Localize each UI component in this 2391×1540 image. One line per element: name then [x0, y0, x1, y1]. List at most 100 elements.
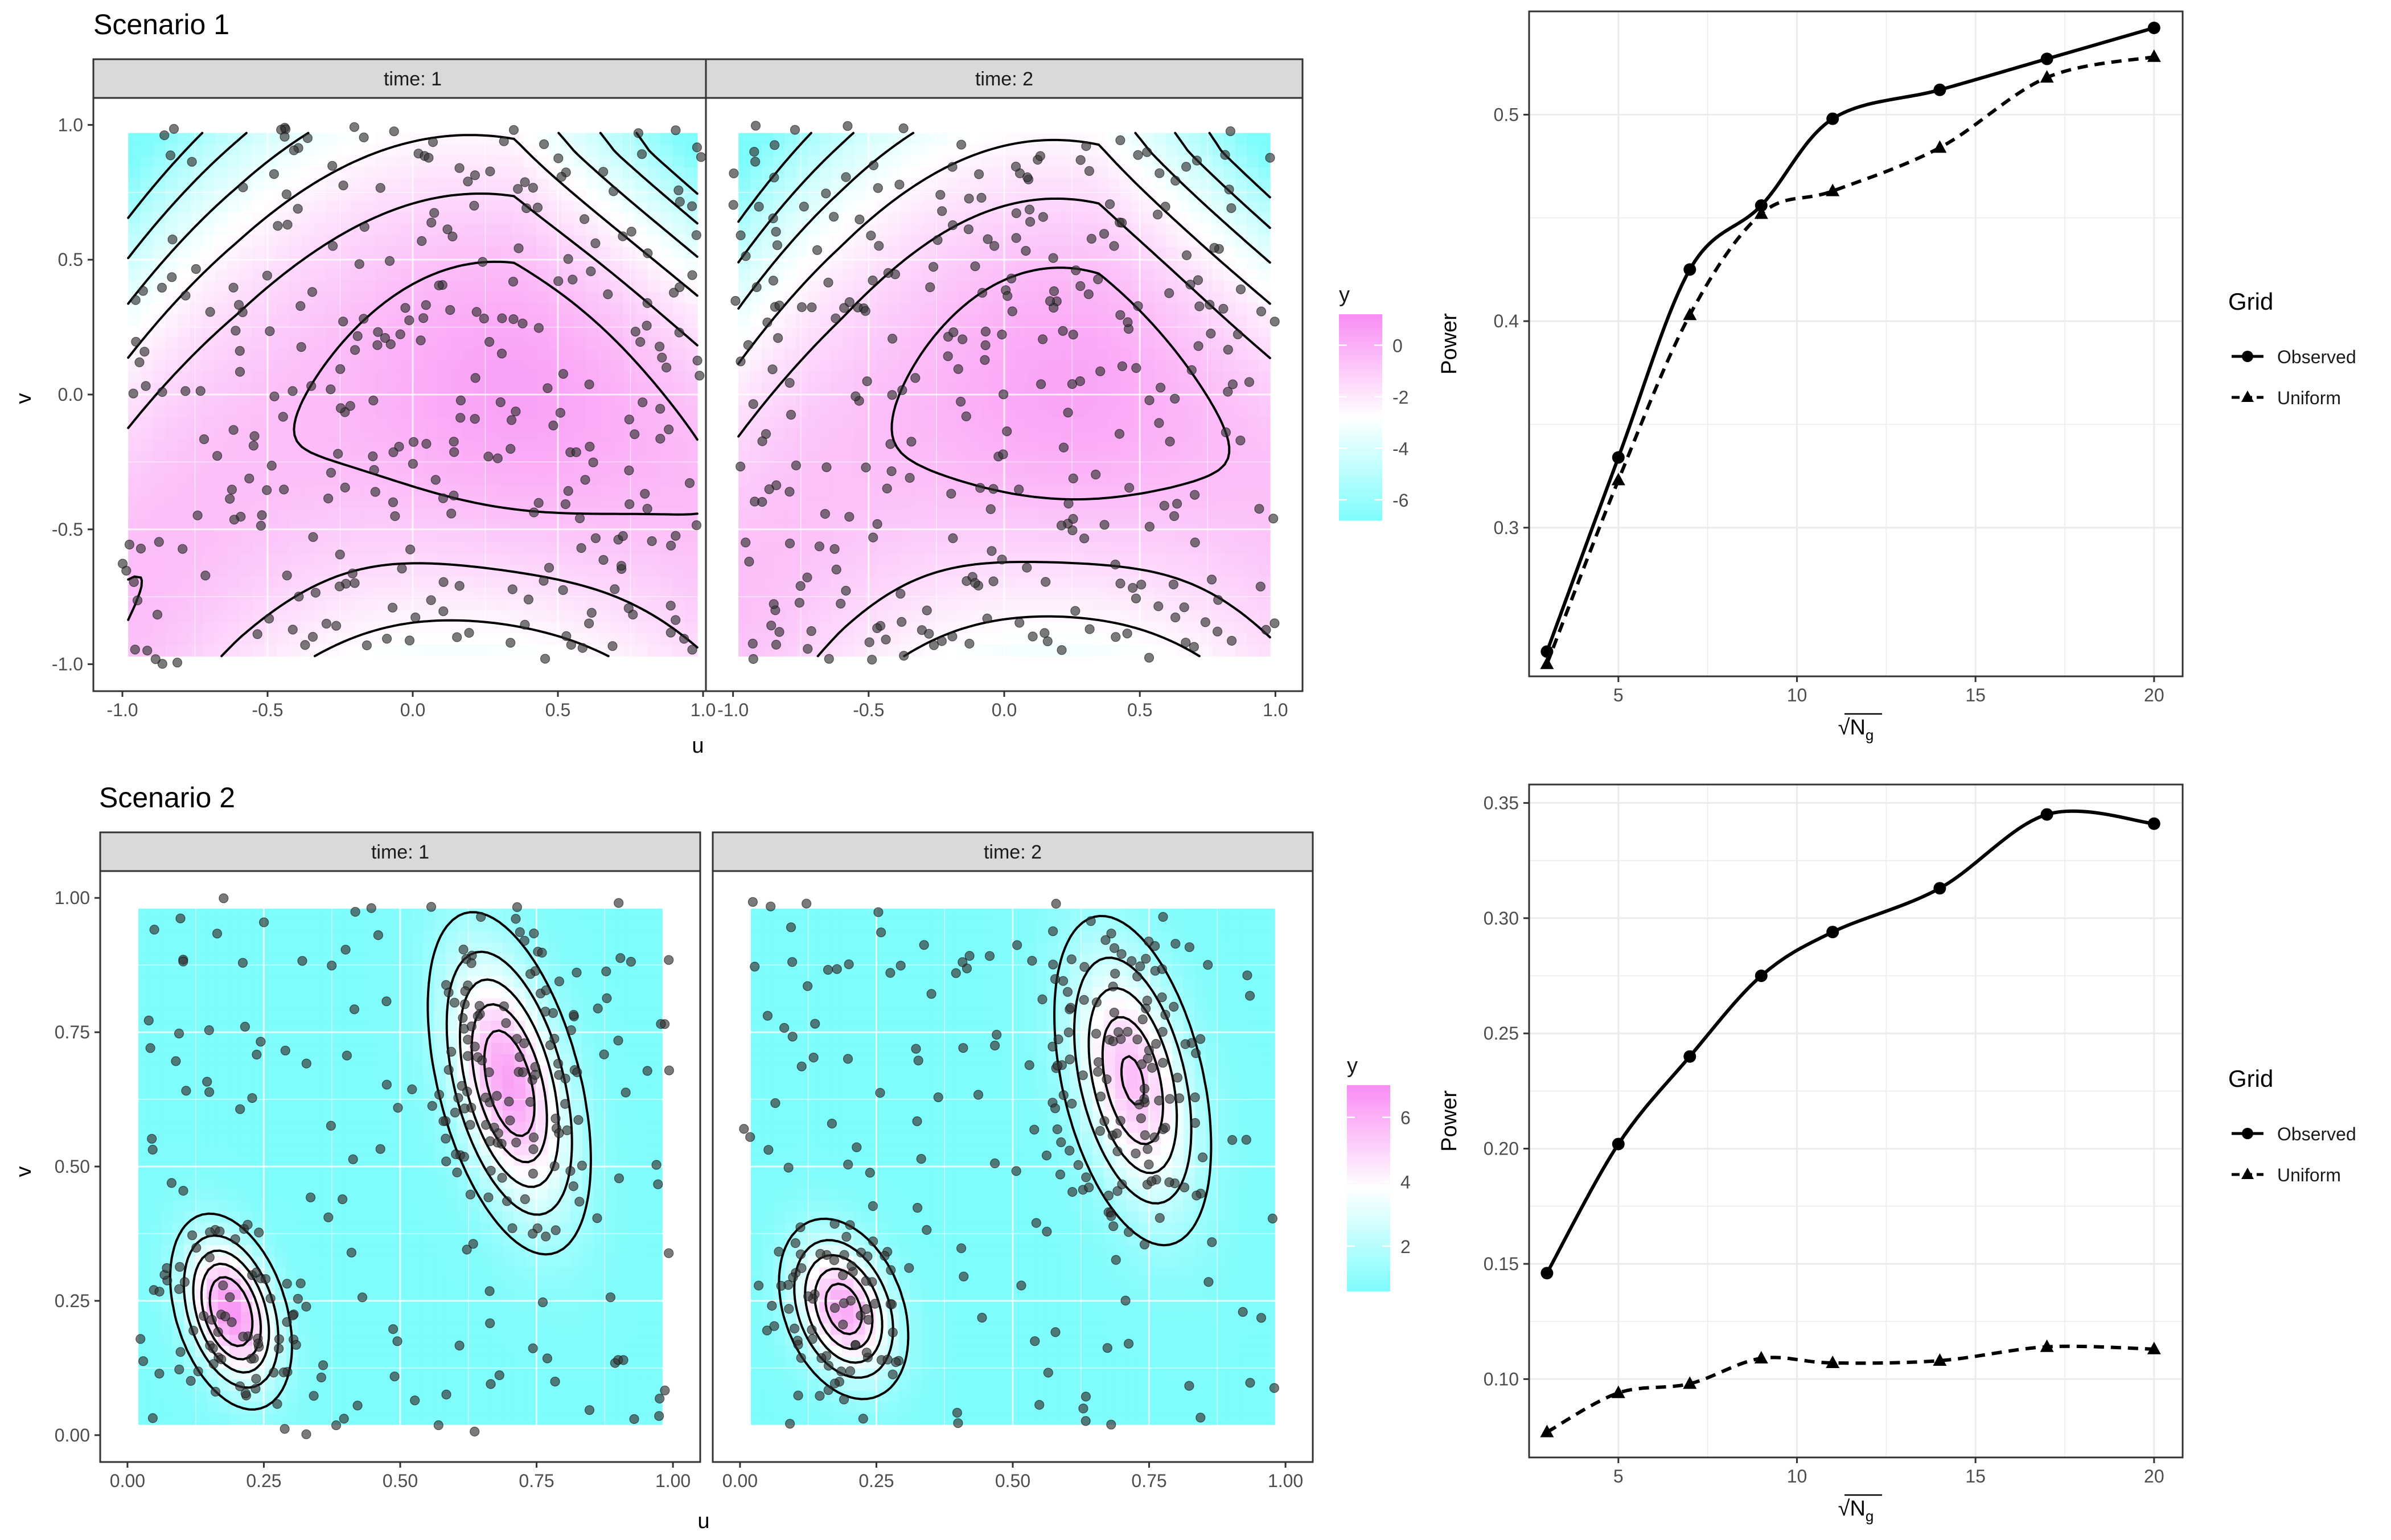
s1-t2-heat-tile — [762, 588, 774, 600]
s1-t1-heat-tile — [437, 212, 450, 224]
s1-t2-heat-tile — [784, 429, 796, 441]
s1-t1-heat-tile — [524, 224, 537, 236]
s1-t1-heat-tile — [574, 565, 587, 577]
s1-t2-point — [1155, 418, 1164, 428]
s1-t2-heat-tile — [1212, 190, 1224, 202]
s1-t1-heat-tile — [462, 247, 475, 258]
s1-t2-point — [1067, 380, 1077, 389]
s1-t1-heat-tile — [536, 440, 549, 452]
s1-t2-heat-tile — [1131, 440, 1143, 452]
s1-t1-heat-tile — [672, 303, 685, 315]
s1-t2-heat-tile — [854, 406, 866, 418]
s1-t1-heat-tile — [165, 395, 178, 406]
s1-t1-heat-tile — [215, 281, 228, 293]
s1-t2-heat-tile — [1028, 451, 1040, 463]
s1-t2-heat-tile — [1259, 486, 1271, 498]
s1-t2-point — [905, 473, 914, 482]
s1-t1-heat-tile — [301, 429, 314, 441]
s1-t1-point — [335, 550, 344, 559]
s1-t1-point — [231, 326, 240, 335]
s1-t1-heat-tile — [165, 463, 178, 475]
s1-t1-point — [455, 581, 464, 590]
s1-t2-heat-tile — [843, 269, 854, 281]
s1-t2-heat-tile — [1131, 247, 1143, 258]
s1-t2-heat-tile — [1247, 156, 1259, 168]
s1-t2-heat-tile — [947, 611, 959, 623]
s1-t1-heat-tile — [165, 543, 178, 555]
s1-t2-heat-tile — [981, 599, 993, 611]
s1-t1-point — [419, 314, 428, 323]
s1-t1-heat-tile — [314, 338, 327, 350]
s1-t1-heat-tile — [153, 372, 166, 384]
s1-t1-heat-tile — [203, 235, 216, 247]
s1-t1-heat-tile — [524, 156, 537, 168]
s1-t2-heat-tile — [981, 429, 993, 441]
s1-t1-heat-tile — [524, 554, 537, 566]
s1-t1-heat-tile — [524, 349, 537, 361]
s1-t2-heat-tile — [750, 463, 762, 475]
s1-t1-heat-tile — [128, 190, 141, 202]
s1-t1-point — [558, 369, 568, 379]
s1-t1-heat-tile — [648, 269, 661, 281]
s1-t1-heat-tile — [376, 156, 389, 168]
s1-t1-y-tick-label: 0.0 — [58, 384, 83, 405]
s1-t2-heat-tile — [1131, 201, 1143, 213]
s1-t2-heat-tile — [738, 599, 750, 611]
s1-t1-heat-tile — [425, 383, 438, 395]
s1-t1-heat-tile — [277, 531, 290, 543]
s1-t2-point — [1085, 625, 1094, 634]
s1-t1-heat-tile — [499, 326, 512, 338]
s1-t2-heat-tile — [1259, 474, 1271, 486]
s1-t2-heat-tile — [843, 543, 854, 555]
s1-t2-heat-tile — [1074, 167, 1086, 179]
s1-t1-heat-tile — [227, 622, 240, 634]
s1-t2-point — [965, 639, 974, 648]
s1-t2-heat-tile — [900, 145, 912, 157]
s1-t2-heat-tile — [923, 303, 935, 315]
s1-t2-heat-tile — [1259, 133, 1271, 145]
s1-t2-heat-tile — [808, 269, 820, 281]
s1-t1-heat-tile — [277, 451, 290, 463]
s1-t1-heat-tile — [425, 167, 438, 179]
s1-t1-heat-tile — [153, 497, 166, 509]
s1-t2-heat-tile — [738, 178, 750, 190]
s1-t1-heat-tile — [165, 622, 178, 634]
s1-t2-heat-tile — [843, 633, 854, 645]
s1-colorbar-step — [1339, 428, 1382, 432]
s1-t1-heat-tile — [264, 588, 277, 600]
s1-t2-point — [999, 450, 1008, 459]
s1-t2-heat-tile — [900, 395, 912, 406]
s1-t1-heat-tile — [277, 633, 290, 645]
s1-t2-heat-tile — [1212, 395, 1224, 406]
s1-t1-heat-tile — [264, 303, 277, 315]
s1-t2-point — [1096, 367, 1105, 376]
s1-t1-heat-tile — [128, 167, 141, 179]
s1-t2-heat-tile — [1085, 644, 1097, 656]
s1-t1-heat-tile — [326, 599, 339, 611]
s1-t2-heat-tile — [854, 338, 866, 350]
s1-t1-heat-tile — [425, 372, 438, 384]
s1-t2-point — [1223, 387, 1233, 396]
s1-t1-heat-tile — [672, 644, 685, 656]
s1-t2-heat-tile — [1108, 406, 1120, 418]
s1-t2-heat-tile — [877, 383, 889, 395]
s1-t2-heat-tile — [947, 497, 959, 509]
s1-t2-point — [741, 538, 750, 547]
s1-t1-heat-tile — [524, 406, 537, 418]
s1-t2-heat-tile — [889, 644, 901, 656]
s1-t1-heat-tile — [586, 145, 599, 157]
s1-t2-heat-tile — [1039, 417, 1051, 429]
s1-t2-point — [989, 577, 998, 586]
s1-t1-point — [688, 645, 697, 654]
s1-t1-heat-tile — [425, 577, 438, 589]
s1-t1-point — [514, 244, 523, 253]
s1-t1-heat-tile — [499, 543, 512, 555]
s1-t2-heat-tile — [912, 599, 924, 611]
s1-t2-point — [886, 440, 895, 449]
s1-t2-point — [1244, 377, 1254, 387]
s1-t1-heat-tile — [178, 644, 191, 656]
s1-t2-heat-tile — [969, 611, 981, 623]
s1-t1-strip-label: time: 1 — [384, 68, 442, 90]
s1-t2-heat-tile — [1108, 599, 1120, 611]
s1-t1-heat-tile — [648, 178, 661, 190]
